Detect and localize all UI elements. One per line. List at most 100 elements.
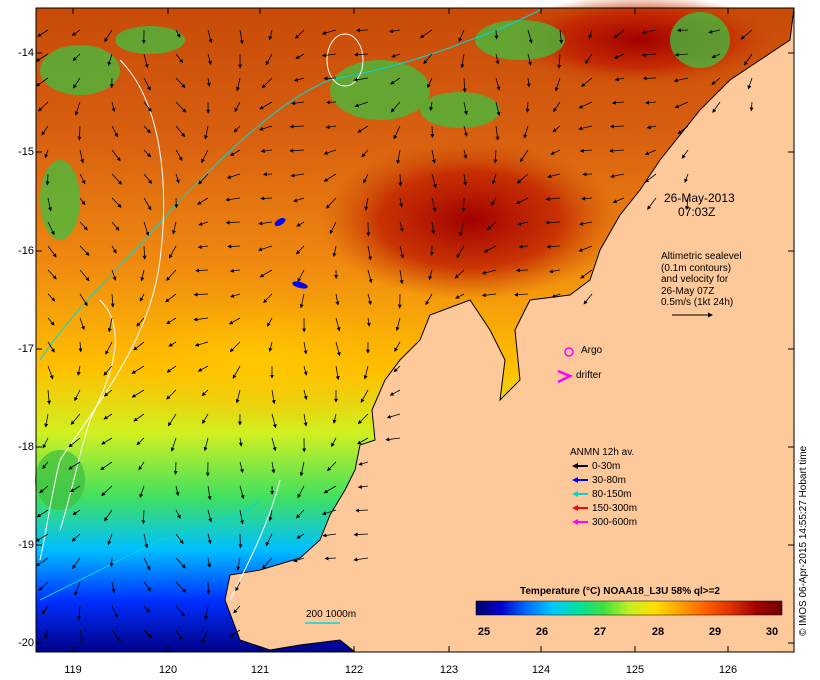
velocity-arrow <box>647 197 657 210</box>
isobath-200m <box>39 9 541 361</box>
velocity-arrow <box>171 221 177 235</box>
velocity-arrow <box>747 77 753 90</box>
velocity-arrow <box>579 221 593 226</box>
velocity-arrow <box>101 437 113 445</box>
velocity-arrow <box>79 197 86 206</box>
altimetry-line: 26-May 07Z <box>661 285 715 297</box>
colorbar <box>475 600 783 616</box>
colorbar-tick: 27 <box>593 626 607 638</box>
velocity-arrow <box>749 101 754 112</box>
velocity-arrow <box>355 508 369 513</box>
velocity-arrow <box>525 101 530 113</box>
velocity-arrow <box>143 77 151 91</box>
velocity-arrow <box>175 605 185 617</box>
velocity-arrow <box>419 29 433 39</box>
velocity-arrow <box>265 53 273 66</box>
velocity-arrow <box>203 437 209 452</box>
velocity-arrow <box>303 389 308 400</box>
velocity-arrow <box>674 101 689 109</box>
altimetry-line: Altimetric sealevel <box>661 251 742 262</box>
velocity-arrow <box>47 221 55 236</box>
velocity-arrow <box>303 341 308 355</box>
velocity-arrow <box>35 533 49 542</box>
velocity-arrow <box>36 557 49 567</box>
velocity-arrow <box>143 101 152 113</box>
velocity-arrow <box>74 389 81 402</box>
warm-anomaly <box>320 140 620 300</box>
velocity-arrow <box>104 509 113 522</box>
land-mass <box>224 7 795 653</box>
velocity-arrow <box>431 197 437 212</box>
velocity-arrow <box>367 293 372 306</box>
velocity-arrow <box>641 29 657 35</box>
velocity-arrow <box>229 268 241 273</box>
velocity-arrow <box>293 557 305 563</box>
sealevel-contour-a <box>39 59 165 561</box>
velocity-arrow <box>673 77 689 83</box>
velocity-arrow <box>297 485 305 499</box>
velocity-arrow <box>581 196 593 201</box>
velocity-arrow <box>72 557 81 570</box>
legend-arrow <box>572 491 588 497</box>
velocity-arrow <box>399 221 404 233</box>
velocity-arrow <box>175 581 187 593</box>
velocity-arrow <box>44 629 49 640</box>
velocity-arrow <box>197 244 209 249</box>
velocity-arrow <box>293 197 305 203</box>
velocity-arrow <box>295 53 305 59</box>
velocity-arrow <box>111 221 120 231</box>
velocity-arrow <box>331 437 337 448</box>
legend-item: 0-30m <box>570 460 620 472</box>
velocity-arrow <box>68 437 81 448</box>
velocity-arrow <box>549 269 561 274</box>
velocity-arrow <box>740 29 753 40</box>
velocity-arrow <box>47 293 56 302</box>
sealevel-contour-b <box>59 299 116 531</box>
lat-tick: -17 <box>18 343 34 355</box>
velocity-arrow <box>207 557 212 568</box>
velocity-arrow <box>550 149 561 155</box>
velocity-arrow <box>79 221 88 231</box>
velocity-arrow <box>111 605 118 619</box>
velocity-arrow <box>35 77 49 87</box>
isobath-1000m <box>39 499 261 601</box>
velocity-arrow <box>44 413 49 428</box>
velocity-arrow <box>367 269 373 284</box>
velocity-arrow <box>364 197 369 211</box>
velocity-arrow <box>236 557 241 571</box>
velocity-arrow <box>131 365 145 374</box>
velocity-arrow <box>356 28 369 33</box>
velocity-arrow <box>492 173 497 185</box>
velocity-arrow <box>143 53 149 69</box>
legend-title: ANMN 12h av. <box>570 447 635 458</box>
velocity-arrow <box>399 197 404 208</box>
velocity-arrow <box>395 317 401 332</box>
velocity-arrow <box>239 485 245 500</box>
velocity-arrow <box>143 197 152 211</box>
legend-item: 300-600m <box>570 516 637 528</box>
velocity-arrow <box>462 77 467 93</box>
velocity-arrow <box>110 293 115 308</box>
velocity-arrow <box>111 197 122 208</box>
velocity-arrow <box>38 581 49 591</box>
velocity-arrow <box>37 29 49 37</box>
velocity-arrow <box>712 101 721 113</box>
lon-tick: 123 <box>439 664 459 676</box>
velocity-arrow <box>325 125 337 129</box>
velocity-arrow <box>138 461 145 471</box>
velocity-arrow <box>226 173 241 179</box>
cool-patch <box>100 290 420 430</box>
velocity-arrow <box>271 437 277 452</box>
lon-tick: 121 <box>250 664 270 676</box>
velocity-arrow <box>72 77 81 89</box>
velocity-arrow <box>107 53 113 67</box>
velocity-arrow <box>527 53 532 66</box>
velocity-arrow <box>296 221 305 227</box>
velocity-arrow <box>104 29 113 43</box>
velocity-arrow <box>197 197 209 205</box>
velocity-arrow <box>234 101 241 113</box>
velocity-arrow <box>71 29 81 36</box>
velocity-arrow <box>175 149 183 161</box>
velocity-arrow <box>257 245 273 252</box>
velocity-arrow <box>143 581 152 592</box>
